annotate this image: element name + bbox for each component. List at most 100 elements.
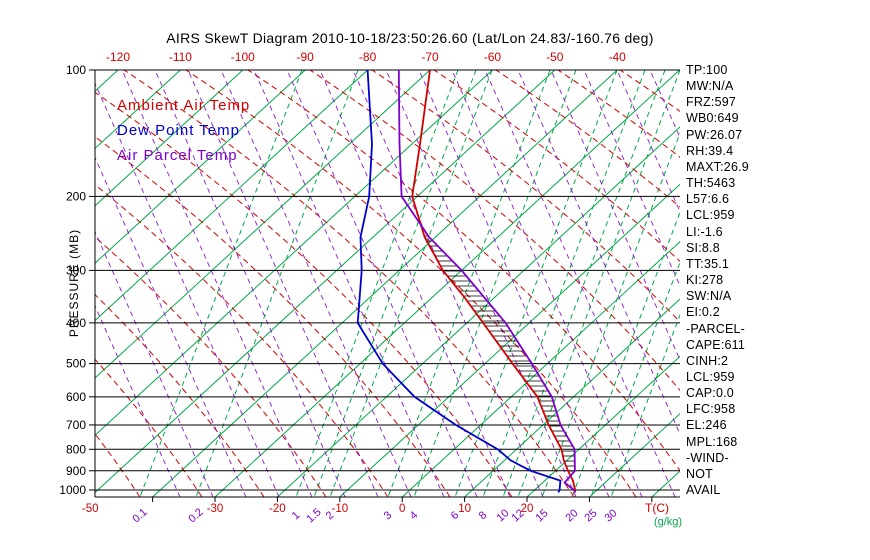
mixing-ratio-line: [195, 70, 359, 497]
stats-panel: TP:100 MW:N/A FRZ:597 WB0:649 PW:26.07 RH:39.…: [686, 62, 749, 498]
isotherm-line: [95, 70, 119, 92]
isotherm-line: [95, 70, 181, 150]
stat-line: -WIND-: [686, 450, 729, 465]
bottom-temp-label: 20: [521, 503, 534, 515]
dry-adiabat-line: [495, 70, 680, 208]
mixing-ratio-label: 8: [477, 509, 490, 522]
legend-item: Dew Point Temp: [117, 122, 240, 139]
moist-adiabat-line: [95, 82, 280, 497]
moist-adiabat-line: [616, 70, 680, 213]
pressure-tick-label: 900: [66, 464, 86, 478]
isotherm-line: [95, 70, 556, 494]
stat-line: WB0:649: [686, 111, 739, 126]
dry-adiabat-line: [309, 70, 680, 392]
isotherm-line: [777, 70, 870, 497]
top-temp-label: -120: [106, 50, 130, 64]
mixing-ratio-line: [517, 70, 680, 497]
curve-parcel_purple: [397, 70, 576, 493]
curve-dewpoint_blue: [356, 70, 562, 493]
mixing-ratio-label: 0.2: [186, 506, 205, 525]
moist-adiabat-line: [154, 70, 346, 497]
top-temp-label: -80: [359, 50, 377, 64]
stat-line: TP:100: [686, 63, 728, 77]
stat-line: EI:0.2: [686, 305, 720, 320]
pressure-tick-label: 500: [66, 357, 86, 371]
mixing-ratio-line: [482, 70, 646, 497]
mixing-ratio-label: 15: [533, 507, 550, 524]
mixing-ratio-label: 4: [408, 509, 421, 522]
stat-line: -PARCEL-: [686, 321, 746, 336]
moist-adiabat-line: [319, 70, 511, 497]
dry-adiabat-line: [247, 70, 680, 472]
mixing-ratio-label: 1: [290, 509, 303, 522]
moist-adiabat-line: [550, 70, 680, 362]
mixing-ratio-line: [413, 70, 577, 497]
pressure-tick-label: 200: [66, 189, 86, 203]
stat-line: MPL:168: [686, 434, 738, 449]
mixing-ratio-line: [454, 70, 618, 497]
pressure-tick-label: 400: [66, 316, 86, 330]
moist-adiabat-line: [352, 70, 544, 497]
stat-line: TH:5463: [686, 176, 736, 191]
mixing-ratio-line: [295, 70, 459, 497]
moist-adiabat-line: [451, 70, 643, 497]
isotherm-line: [0, 70, 56, 497]
pressure-tick-label: 700: [66, 418, 86, 432]
skewt-grid: [0, 70, 870, 497]
mixing-ratio-label: 30: [602, 507, 619, 524]
dry-adiabat-line: [557, 70, 680, 158]
moist-adiabat-line: [418, 70, 610, 497]
bottom-temp-label: -20: [269, 503, 286, 515]
dry-adiabat-line: [123, 70, 575, 497]
mixing-ratio-line: [139, 70, 303, 497]
isotherm-line: [95, 70, 431, 379]
temp-unit-label: T(C): [645, 501, 669, 515]
stat-line: CAPE:611: [686, 337, 746, 352]
isotherm-line: [339, 183, 680, 497]
isotherm-line: [277, 126, 680, 497]
stat-line: MAXT:26.9: [686, 159, 749, 174]
mixing-ratio-line: [571, 210, 680, 497]
stat-line: SI:8.8: [686, 240, 720, 255]
top-temp-label: -60: [484, 50, 502, 64]
cape-hatch-region: [424, 235, 575, 472]
pressure-tick-label: 800: [66, 442, 86, 456]
stat-line: LCL:959: [686, 369, 735, 384]
isotherm-line: [95, 70, 493, 436]
stat-line: MW:N/A: [686, 79, 734, 94]
mixing-ratio-label: 0.1: [130, 506, 149, 525]
isotherm-line: [589, 413, 680, 497]
stat-line: KI:278: [686, 273, 724, 288]
stat-line: NOT: [686, 466, 713, 481]
legend-item: Air Parcel Temp: [117, 147, 238, 164]
dry-adiabat-line: [433, 70, 680, 263]
isotherm-line: [152, 70, 618, 497]
stat-line: RH:39.4: [686, 143, 734, 158]
dry-adiabat-line: [371, 70, 680, 323]
isotherm-line: [526, 355, 680, 497]
pressure-axis-label: PRESSURE (MB): [67, 229, 81, 337]
top-temp-label: -50: [546, 50, 564, 64]
mixing-ratio-line: [610, 313, 680, 497]
stat-line: LI:-1.6: [686, 224, 723, 239]
chart-title: AIRS SkewT Diagram 2010-10-18/23:50:26.6…: [166, 30, 654, 46]
isotherm-line: [214, 70, 680, 497]
moist-adiabat-line: [220, 70, 412, 497]
moist-adiabat-line: [583, 70, 680, 287]
bottom-temp-label: -50: [82, 503, 99, 515]
dry-adiabat-line: [185, 70, 637, 497]
isotherm-line: [95, 70, 368, 322]
mixing-ratio-label: 20: [563, 507, 580, 524]
moist-adiabat-line: [121, 70, 313, 497]
mixing-ratio-line: [541, 131, 680, 497]
pressure-tick-label: 300: [66, 263, 86, 277]
stat-line: TT:35.1: [686, 256, 730, 271]
mixing-ratio-label: 1.5: [304, 506, 323, 525]
stat-line: FRZ:597: [686, 95, 737, 110]
isotherm-line: [464, 298, 680, 497]
moist-adiabat-line: [187, 70, 379, 497]
pressure-tick-label: 1000: [59, 483, 86, 497]
top-temp-label: -40: [609, 50, 627, 64]
top-temp-label: -70: [421, 50, 439, 64]
